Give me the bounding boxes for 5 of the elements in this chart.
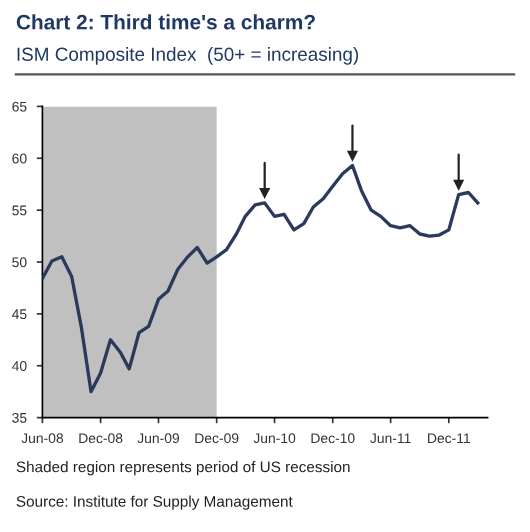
chart-title: Chart 2: Third time's a charm? [16, 14, 315, 30]
line-series [42, 163, 480, 394]
chart-subtitle: ISM Composite Index (50+ = increasing) [17, 47, 359, 65]
point [259, 187, 271, 200]
point [346, 150, 359, 162]
